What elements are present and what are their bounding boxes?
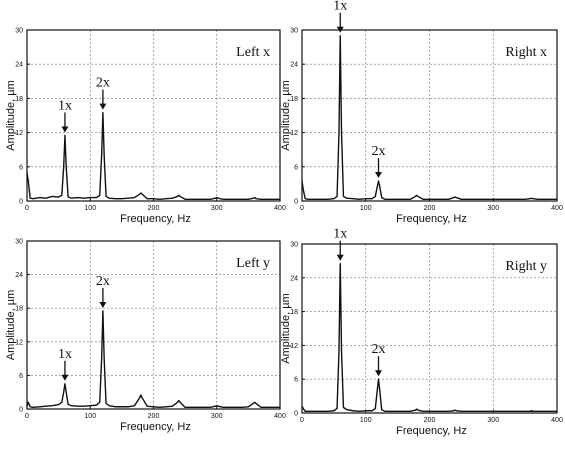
- panel-title: Left y: [236, 256, 270, 271]
- annotation-arrow-head: [61, 126, 69, 133]
- annotation-arrow-head: [99, 302, 107, 308]
- x-tick-label: 0: [25, 205, 29, 212]
- panel-title: Right x: [505, 45, 547, 60]
- y-tick-label: 24: [290, 62, 298, 69]
- x-axis-label: Frequency, Hz: [396, 425, 467, 437]
- y-tick-label: 6: [19, 164, 23, 171]
- x-tick-label: 0: [25, 413, 29, 420]
- y-tick-label: 30: [15, 239, 23, 246]
- y-tick-label: 12: [290, 130, 298, 137]
- x-tick-label: 400: [274, 413, 286, 420]
- x-tick-label: 200: [424, 417, 436, 424]
- x-tick-label: 100: [84, 205, 96, 212]
- y-tick-label: 24: [15, 272, 23, 279]
- annotation-arrow-head: [375, 370, 382, 377]
- y-axis-label: Amplitude, µm: [5, 290, 17, 361]
- x-tick-label: 300: [211, 413, 223, 420]
- harmonic-label: 1x: [58, 98, 72, 113]
- y-tick-label: 6: [294, 377, 298, 384]
- y-tick-label: 0: [294, 199, 298, 206]
- y-tick-label: 18: [290, 96, 298, 103]
- panel-title: Left x: [236, 45, 270, 60]
- x-tick-label: 0: [300, 417, 304, 424]
- annotation-arrow-head: [375, 172, 382, 179]
- x-axis-label: Frequency, Hz: [396, 213, 467, 225]
- y-tick-label: 30: [290, 28, 298, 35]
- y-tick-label: 6: [19, 373, 23, 380]
- harmonic-label: 2x: [372, 144, 386, 159]
- panel-4: 0 100 200 300 400 0 6 12 18 24 30 Frequency, Hz Ampl…: [280, 227, 563, 437]
- x-tick-label: 100: [360, 205, 372, 212]
- x-tick-label: 300: [211, 205, 223, 212]
- x-tick-label: 200: [424, 205, 436, 212]
- spectrum-line: [26, 111, 280, 200]
- y-tick-label: 0: [294, 411, 298, 418]
- y-tick-label: 0: [19, 199, 23, 206]
- y-axis-label: Amplitude, µm: [280, 293, 292, 364]
- harmonic-label: 1x: [58, 347, 72, 362]
- x-tick-label: 0: [300, 205, 304, 212]
- y-axis-label: Amplitude, µm: [280, 80, 292, 151]
- x-tick-label: 100: [84, 413, 96, 420]
- harmonic-label: 1x: [333, 227, 347, 242]
- spectrum-line: [26, 310, 280, 409]
- panel-3: 0 100 200 300 400 0 6 12 18 24 30 Frequency, Hz Ampl…: [5, 239, 286, 434]
- harmonic-label: 1x: [333, 0, 347, 14]
- x-tick-label: 400: [551, 417, 563, 424]
- x-axis-label: Frequency, Hz: [120, 421, 191, 433]
- y-tick-label: 24: [15, 62, 23, 69]
- annotation-arrow-head: [61, 374, 69, 381]
- harmonic-label: 2x: [96, 76, 110, 91]
- panel-1: 0 100 200 300 400 0 6 12 18 24 30 Frequency, Hz Ampl…: [5, 28, 286, 226]
- x-axis-label: Frequency, Hz: [120, 213, 191, 225]
- y-tick-label: 24: [290, 275, 298, 282]
- x-tick-label: 300: [487, 417, 499, 424]
- y-tick-label: 18: [15, 96, 23, 103]
- x-tick-label: 300: [487, 205, 499, 212]
- y-tick-label: 0: [19, 407, 23, 414]
- y-tick-label: 12: [15, 130, 23, 137]
- spectrum-line: [301, 263, 557, 413]
- y-tick-label: 12: [290, 343, 298, 350]
- x-tick-label: 400: [274, 205, 286, 212]
- x-tick-label: 200: [148, 205, 160, 212]
- panel-2: 0 100 200 300 400 0 6 12 18 24 30 Frequency, Hz Ampl…: [280, 0, 563, 225]
- annotation-arrow-head: [99, 103, 107, 110]
- x-tick-label: 100: [360, 417, 372, 424]
- panel-title: Right y: [505, 259, 547, 274]
- y-tick-label: 30: [290, 242, 298, 249]
- harmonic-label: 2x: [372, 342, 386, 357]
- x-tick-label: 400: [551, 205, 563, 212]
- y-tick-label: 18: [290, 309, 298, 316]
- y-tick-label: 6: [294, 164, 298, 171]
- annotation-arrow-head: [336, 26, 344, 33]
- y-tick-label: 30: [15, 28, 23, 35]
- y-tick-label: 18: [15, 306, 23, 313]
- harmonic-label: 2x: [96, 274, 110, 289]
- y-tick-label: 12: [15, 339, 23, 346]
- y-axis-label: Amplitude, µm: [5, 80, 17, 151]
- x-tick-label: 200: [148, 413, 160, 420]
- spectrum-line: [301, 35, 557, 200]
- annotation-arrow-head: [336, 254, 344, 261]
